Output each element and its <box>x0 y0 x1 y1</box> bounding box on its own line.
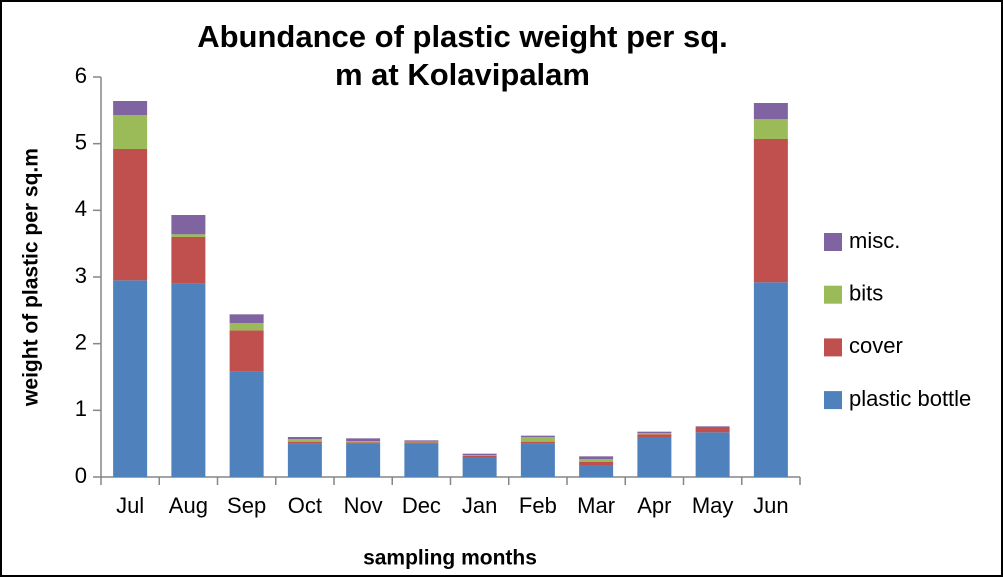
y-tick-label: 1 <box>75 396 87 421</box>
bar-segment <box>229 314 264 323</box>
y-tick-label: 2 <box>75 329 87 354</box>
legend-label: plastic bottle <box>849 386 971 411</box>
bar-segment <box>404 442 439 444</box>
legend-swatch <box>824 233 842 251</box>
x-tick-label: Jun <box>753 493 788 518</box>
bar-segment <box>695 427 730 433</box>
bar-segment <box>579 465 614 477</box>
bar-segment <box>520 435 555 437</box>
bar-segment <box>346 438 381 441</box>
bar-segment <box>462 455 497 457</box>
bar-segment <box>287 437 322 439</box>
y-tick-label: 4 <box>75 196 87 221</box>
bar-segment <box>462 455 497 456</box>
bar-segment <box>346 441 381 443</box>
bar-segment <box>171 237 206 284</box>
x-tick-label: Nov <box>344 493 383 518</box>
bar-segment <box>520 443 555 477</box>
legend-swatch <box>824 285 842 304</box>
bar-segment <box>171 234 206 237</box>
x-tick-label: Apr <box>637 493 671 518</box>
bar-segment <box>520 437 555 442</box>
bar-segment <box>404 440 439 442</box>
x-tick-label: Jan <box>462 493 497 518</box>
bar-segment <box>229 371 264 477</box>
bar-segment <box>171 215 206 235</box>
bar-segment <box>579 461 614 465</box>
bar-segment <box>695 432 730 477</box>
x-tick-label: Feb <box>519 493 557 518</box>
y-tick-label: 3 <box>75 263 87 288</box>
bar-segment <box>753 139 788 283</box>
x-tick-label: Mar <box>577 493 615 518</box>
bar-segment <box>462 453 497 455</box>
x-tick-label: Dec <box>402 493 441 518</box>
bar-segment <box>171 283 206 477</box>
bar-segment <box>287 441 322 444</box>
y-tick-label: 0 <box>75 463 87 488</box>
bar-segment <box>753 103 788 119</box>
bar-segment <box>520 441 555 444</box>
legend-label: cover <box>849 333 903 358</box>
bar-segment <box>346 443 381 477</box>
bar-segment <box>287 443 322 477</box>
bar-segment <box>113 115 148 149</box>
legend-label: misc. <box>849 228 900 253</box>
x-tick-label: Jul <box>116 493 144 518</box>
chart-title: Abundance of plastic weight per sq. m at… <box>197 19 728 92</box>
bar-segment <box>579 456 614 459</box>
x-tick-label: Aug <box>169 493 208 518</box>
bar-segment <box>113 149 148 281</box>
bar-segment <box>695 426 730 427</box>
bar-segment <box>579 459 614 462</box>
bar-segment <box>113 101 148 115</box>
y-tick-label: 5 <box>75 129 87 154</box>
y-axis-label: weight of plastic per sq.m <box>20 148 43 407</box>
bar-segment <box>637 433 672 435</box>
bar-segment <box>113 280 148 477</box>
bar-segment <box>637 431 672 433</box>
bar-segment <box>462 457 497 477</box>
bar-segment <box>637 434 672 437</box>
legend-swatch <box>824 391 842 410</box>
x-tick-label: Sep <box>227 493 266 518</box>
bar-segment <box>404 441 439 443</box>
x-tick-label: May <box>692 493 734 518</box>
bar-segment <box>753 282 788 477</box>
y-tick-label: 6 <box>75 63 87 88</box>
legend-label: bits <box>849 281 883 306</box>
bar-segment <box>404 443 439 477</box>
bar-segment <box>287 439 322 442</box>
bar-segment <box>346 442 381 444</box>
bar-segment <box>753 119 788 139</box>
bar-segment <box>229 323 264 331</box>
x-axis-label: sampling months <box>363 547 537 570</box>
bar-segment <box>229 330 264 372</box>
x-tick-label: Oct <box>288 493 322 518</box>
legend-swatch <box>824 338 842 357</box>
bar-segment <box>637 437 672 477</box>
